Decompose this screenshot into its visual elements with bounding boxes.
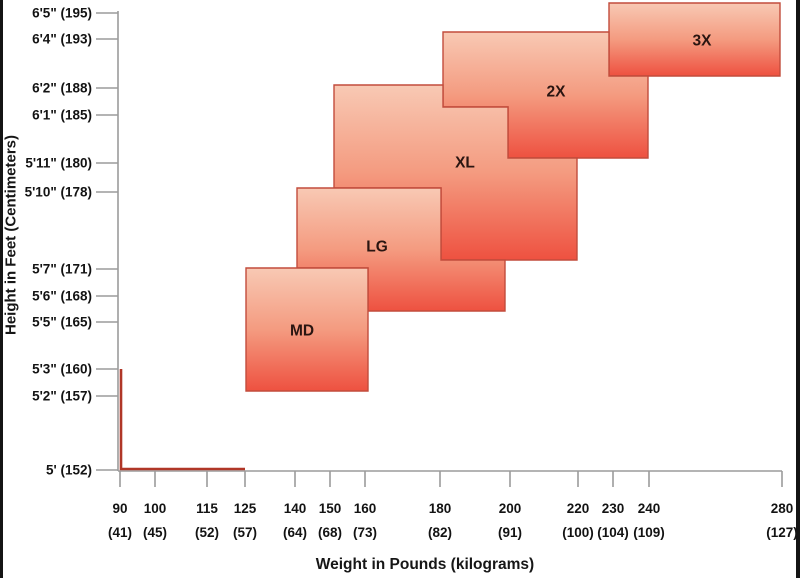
x-tick-label-lb: 240 [638, 501, 661, 516]
photo-right-edge [796, 0, 800, 578]
x-tick-label-kg: (104) [597, 525, 629, 540]
region-label-md: MD [290, 323, 314, 340]
x-tick-label-kg: (68) [318, 525, 342, 540]
x-tick-label-kg: (91) [498, 525, 522, 540]
x-tick-label-kg: (45) [143, 525, 167, 540]
x-tick-label-lb: 115 [196, 501, 218, 516]
x-tick-label-lb: 220 [567, 501, 590, 516]
x-tick-label-lb: 160 [354, 501, 377, 516]
y-axis-title: Height in Feet (Centimeters) [2, 134, 20, 336]
y-tick-label: 6'5" (195) [32, 6, 92, 21]
x-tick-label-kg: (64) [283, 525, 307, 540]
x-tick-label-kg: (57) [233, 525, 257, 540]
y-tick-label: 5'11" (180) [25, 156, 92, 171]
x-tick-label-lb: 100 [144, 501, 167, 516]
x-tick-label-lb: 280 [771, 501, 794, 516]
x-tick-label-lb: 200 [499, 501, 522, 516]
region-label-3x: 3X [693, 33, 713, 50]
x-tick-label-kg: (73) [353, 525, 377, 540]
axes [96, 11, 783, 487]
region-label-lg: LG [366, 239, 388, 256]
y-tick-label: 5'7" (171) [32, 262, 92, 277]
y-tick-label: 6'2" (188) [32, 81, 92, 96]
x-tick-label-lb: 140 [284, 501, 307, 516]
y-tick-label: 5' (152) [46, 463, 92, 478]
x-tick-label-kg: (109) [633, 525, 665, 540]
x-tick-label-lb: 180 [429, 501, 452, 516]
sm-region-outline [119, 369, 245, 471]
x-tick-label-lb: 90 [112, 501, 127, 516]
x-tick-label-kg: (127) [766, 525, 798, 540]
x-tick-label-lb: 125 [234, 501, 257, 516]
size-regions: 3X 2X XL LG MD [245, 2, 781, 392]
y-tick-label: 6'1" (185) [32, 108, 92, 123]
x-axis-title: Weight in Pounds (kilograms) [315, 556, 535, 573]
y-tick-label: 5'5" (165) [32, 315, 92, 330]
x-tick-label-lb: 230 [602, 501, 625, 516]
y-tick-label: 6'4" (193) [32, 32, 92, 47]
x-tick-label-lb: 150 [319, 501, 342, 516]
photo-left-edge [0, 0, 3, 578]
y-tick-label: 5'2" (157) [32, 389, 92, 404]
region-md [245, 267, 369, 392]
x-tick-label-kg: (52) [195, 525, 219, 540]
x-tick-label-kg: (41) [108, 525, 132, 540]
x-tick-label-kg: (100) [562, 525, 594, 540]
y-tick-label: 5'6" (168) [32, 289, 92, 304]
y-tick-label: 5'10" (178) [25, 185, 92, 200]
x-tick-label-kg: (82) [428, 525, 452, 540]
y-tick-label: 5'3" (160) [32, 362, 92, 377]
region-label-2x: 2X [547, 84, 567, 101]
region-label-xl: XL [455, 155, 475, 172]
